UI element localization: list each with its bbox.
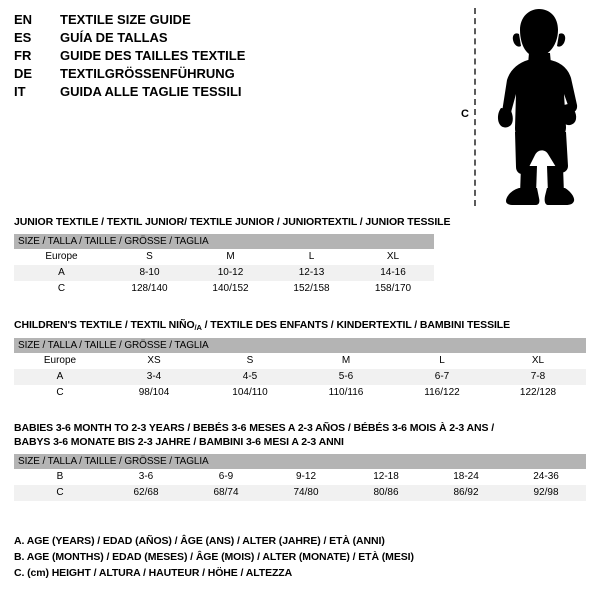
section-babies-heading-line1: BABIES 3-6 MONTH TO 2-3 YEARS / BEBÉS 3-…: [14, 422, 495, 434]
cell: 98/104: [138, 387, 170, 398]
legend-block: A. AGE (YEARS) / EDAD (AÑOS) / ÂGE (ANS)…: [14, 533, 414, 581]
legend-line-b: B. AGE (MONTHS) / EDAD (MESES) / ÂGE (MO…: [14, 551, 414, 563]
cell: 86/92: [426, 485, 506, 501]
cell: 68/74: [186, 485, 266, 501]
cell: S: [246, 355, 254, 366]
title-language-code: EN: [14, 12, 33, 27]
section-children-textile: CHILDREN'S TEXTILE / TEXTIL NIÑO/A / TEX…: [14, 318, 586, 401]
cell: 92/98: [506, 485, 587, 501]
cell: 6-7: [394, 369, 490, 385]
title-language-code: FR: [14, 48, 32, 63]
cell: 7-8: [490, 369, 586, 385]
cell: L: [439, 355, 445, 366]
cell: 6-9: [218, 471, 234, 482]
row-label: B: [56, 471, 64, 482]
title-text: TEXTILE SIZE GUIDE: [60, 12, 191, 27]
title-row: DE TEXTILGRÖSSENFÜHRUNG: [14, 65, 434, 83]
title-language-code: ES: [14, 30, 32, 45]
cell: 9-12: [295, 471, 316, 482]
junior-size-table: SIZE / TALLA / TAILLE / GRÖSSE / TAGLIA …: [14, 234, 435, 297]
cell: 110/116: [328, 387, 364, 398]
title-block: EN TEXTILE SIZE GUIDE ES GUÍA DE TALLAS FR GU…: [14, 11, 434, 101]
title-text: TEXTILGRÖSSENFÜHRUNG: [60, 66, 235, 81]
title-language-code: IT: [14, 84, 26, 99]
table-row: Europe XS S M L XL: [14, 353, 586, 369]
title-text: GUIDA ALLE TAGLIE TESSILI: [60, 84, 242, 99]
toddler-silhouette-icon: [497, 9, 578, 205]
legend-line-a: A. AGE (YEARS) / EDAD (AÑOS) / ÂGE (ANS)…: [14, 535, 385, 547]
heading-post: / TEXTILE DES ENFANTS / KINDERTEXTIL / B…: [201, 319, 511, 331]
height-measure-label: C: [461, 108, 469, 120]
cell: 14-16: [352, 265, 435, 281]
babies-size-table: SIZE / TALLA / TAILLE / GRÖSSE / TAGLIA …: [14, 454, 587, 501]
cell: 12-13: [271, 265, 352, 281]
heading-fraction: /A: [194, 322, 202, 332]
heading-pre: CHILDREN'S TEXTILE / TEXTIL NIÑO: [14, 319, 195, 331]
cell: 74/80: [266, 485, 346, 501]
cell: M: [341, 355, 351, 366]
row-label: Europe: [43, 355, 77, 366]
table-row: Europe S M L XL: [14, 249, 434, 265]
cell: 122/128: [519, 387, 557, 398]
cell: 4-5: [202, 369, 298, 385]
section-junior-heading: JUNIOR TEXTILE / TEXTIL JUNIOR/ TEXTILE …: [14, 216, 451, 228]
babies-band-label: SIZE / TALLA / TAILLE / GRÖSSE / TAGLIA: [14, 454, 587, 469]
legend-line-c: C. (cm) HEIGHT / ALTURA / HAUTEUR / HÖHE…: [14, 567, 293, 579]
cell: 18-24: [453, 471, 479, 482]
cell: 104/110: [232, 387, 268, 398]
table-row: A 3-4 4-5 5-6 6-7 7-8: [14, 369, 586, 385]
cell: 158/170: [374, 283, 412, 294]
height-illustration: C: [455, 4, 595, 209]
table-row: C 98/104 104/110 110/116 116/122 122/128: [14, 385, 586, 401]
cell: XL: [531, 355, 545, 366]
cell: 3-6: [138, 471, 154, 482]
children-band-label: SIZE / TALLA / TAILLE / GRÖSSE / TAGLIA: [14, 338, 586, 353]
cell: 116/122: [424, 387, 460, 398]
junior-band-label: SIZE / TALLA / TAILLE / GRÖSSE / TAGLIA: [14, 234, 435, 249]
table-band-row: SIZE / TALLA / TAILLE / GRÖSSE / TAGLIA: [14, 338, 586, 353]
cell: 62/68: [106, 485, 186, 501]
title-row: ES GUÍA DE TALLAS: [14, 29, 434, 47]
table-row: C 62/68 68/74 74/80 80/86 86/92 92/98: [14, 485, 587, 501]
cell: 12-18: [373, 471, 399, 482]
cell: 5-6: [298, 369, 394, 385]
cell: 10-12: [190, 265, 271, 281]
title-text: GUÍA DE TALLAS: [60, 30, 168, 45]
cell: 8-10: [109, 265, 190, 281]
cell: 80/86: [346, 485, 426, 501]
section-children-heading: CHILDREN'S TEXTILE / TEXTIL NIÑO/A / TEX…: [14, 318, 586, 333]
cell: XS: [147, 355, 161, 366]
row-label: Europe: [45, 251, 78, 262]
section-babies-heading-line2: BABYS 3-6 MONATE BIS 2-3 JAHRE / BAMBINI…: [14, 436, 344, 448]
row-label: C: [56, 387, 64, 398]
row-label: A: [14, 265, 109, 281]
section-junior-textile: JUNIOR TEXTILE / TEXTIL JUNIOR/ TEXTILE …: [14, 215, 451, 297]
cell: M: [226, 251, 235, 262]
table-band-row: SIZE / TALLA / TAILLE / GRÖSSE / TAGLIA: [14, 234, 435, 249]
cell: 128/140: [131, 283, 168, 294]
cell: 24-36: [533, 471, 559, 482]
table-row: B 3-6 6-9 9-12 12-18 18-24 24-36: [14, 469, 586, 485]
cell: S: [146, 251, 153, 262]
cell: L: [308, 251, 315, 262]
title-row: FR GUIDE DES TAILLES TEXTILE: [14, 47, 434, 65]
title-row: IT GUIDA ALLE TAGLIE TESSILI: [14, 83, 434, 101]
row-label: C: [14, 485, 106, 501]
table-row: A 8-10 10-12 12-13 14-16: [14, 265, 435, 281]
height-dashed-line: [474, 8, 476, 206]
cell: 140/152: [212, 283, 249, 294]
row-label: A: [14, 369, 106, 385]
cell: XL: [386, 251, 400, 262]
children-size-table: SIZE / TALLA / TAILLE / GRÖSSE / TAGLIA …: [14, 338, 586, 401]
table-row: C 128/140 140/152 152/158 158/170: [14, 281, 434, 297]
title-language-code: DE: [14, 66, 33, 81]
title-text: GUIDE DES TAILLES TEXTILE: [60, 48, 246, 63]
row-label: C: [57, 283, 66, 294]
cell: 3-4: [106, 369, 202, 385]
section-babies-textile: BABIES 3-6 MONTH TO 2-3 YEARS / BEBÉS 3-…: [14, 421, 587, 501]
table-band-row: SIZE / TALLA / TAILLE / GRÖSSE / TAGLIA: [14, 454, 587, 469]
cell: 152/158: [293, 283, 330, 294]
title-row: EN TEXTILE SIZE GUIDE: [14, 11, 434, 29]
